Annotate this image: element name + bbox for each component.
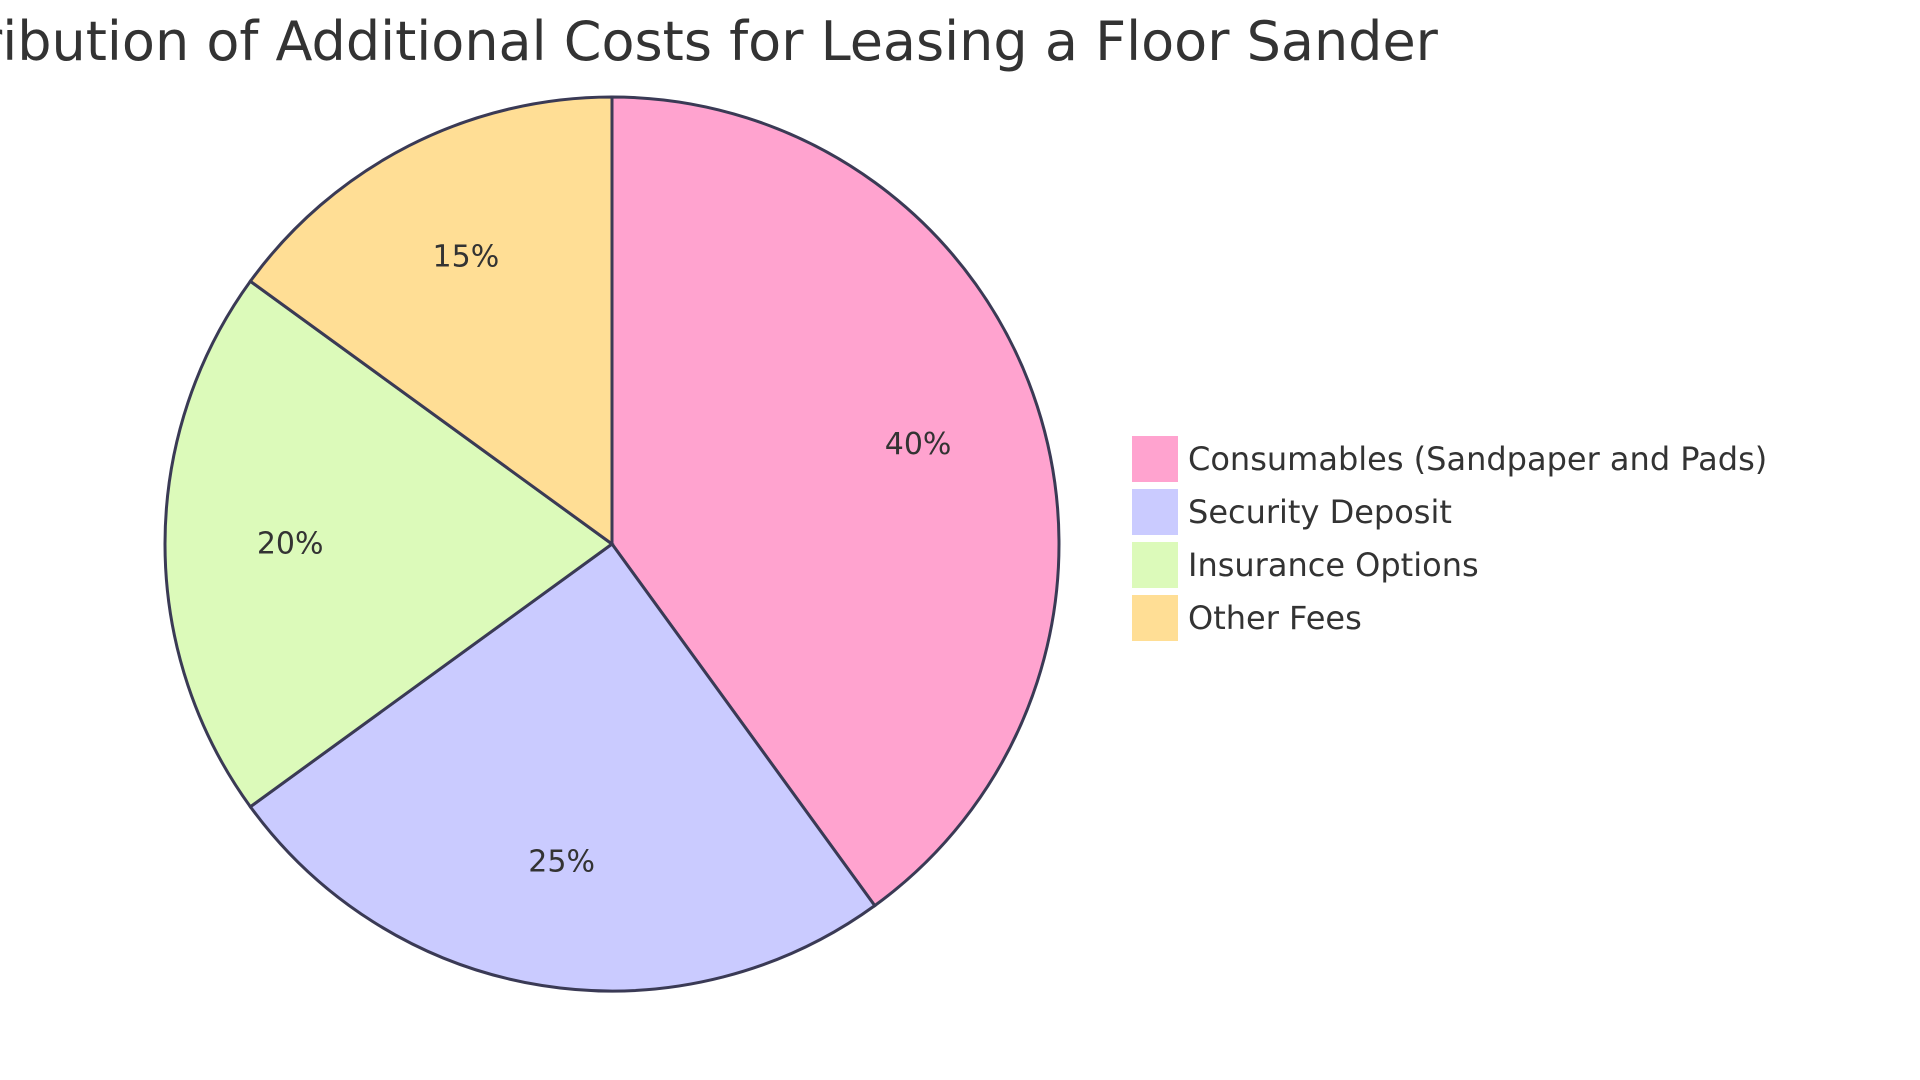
legend: Consumables (Sandpaper and Pads) Security… (1132, 436, 1767, 641)
pie-slice-security-deposit (248, 541, 877, 993)
slice-labels: 40% 25% 20% 15% (257, 240, 952, 880)
pie-slice-consumables-sandpaper-and-pads (610, 95, 1061, 908)
chart-title: Distribution of Additional Costs for Lea… (0, 10, 1439, 73)
pie-slice-other-fees (248, 95, 614, 547)
slice-label-other-fees: 15% (433, 240, 500, 275)
pie-slice-insurance-options (163, 279, 615, 809)
legend-label-insurance-options: Insurance Options (1188, 546, 1479, 584)
pie-slices (163, 95, 1061, 993)
legend-label-other-fees: Other Fees (1188, 599, 1362, 637)
legend-swatch-security-deposit (1132, 489, 1178, 535)
legend-label-consumables-sandpaper-and-pads: Consumables (Sandpaper and Pads) (1188, 440, 1767, 478)
slice-label-security-deposit: 25% (528, 844, 595, 879)
legend-swatch-insurance-options (1132, 542, 1178, 588)
slice-label-consumables-sandpaper-and-pads: 40% (885, 427, 952, 462)
legend-swatch-other-fees (1132, 595, 1178, 641)
slice-label-insurance-options: 20% (257, 527, 324, 562)
legend-swatch-consumables-sandpaper-and-pads (1132, 436, 1178, 482)
legend-label-security-deposit: Security Deposit (1188, 493, 1452, 531)
